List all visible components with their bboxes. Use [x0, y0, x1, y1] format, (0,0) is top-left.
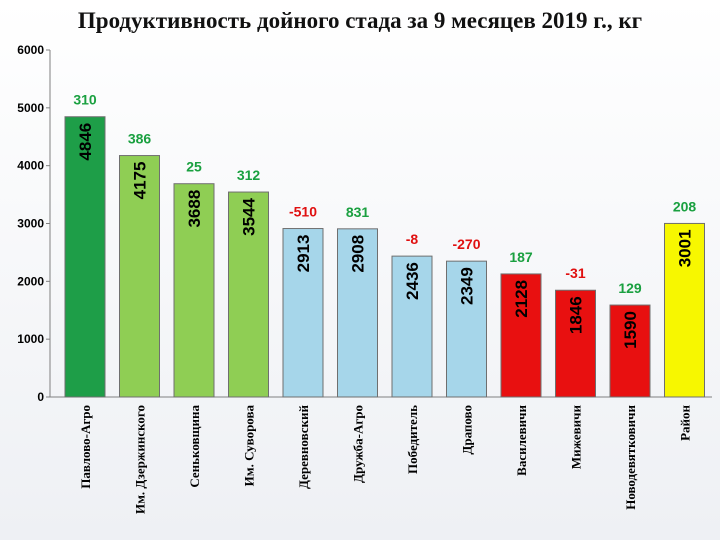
- bar: [173, 183, 215, 398]
- bar: [446, 260, 487, 398]
- change-label: -31: [565, 265, 585, 281]
- y-tick-label: 1000: [17, 332, 44, 346]
- category-label: Павлово-Агро: [78, 405, 93, 489]
- category-label: Деревновский: [296, 404, 311, 488]
- y-tick-label: 6000: [17, 43, 44, 57]
- bar: [500, 273, 542, 398]
- bar: [337, 228, 378, 398]
- change-label: 208: [673, 198, 697, 214]
- category-label: Сеньковщина: [187, 405, 202, 488]
- category-label: Им. Суворова: [242, 405, 257, 487]
- category-label: Драпово: [460, 405, 475, 455]
- y-tick-label: 0: [37, 390, 44, 404]
- bar: [664, 222, 705, 398]
- change-label: -510: [289, 204, 317, 220]
- category-label: Дружба-Агро: [351, 405, 366, 483]
- bar: [555, 289, 596, 398]
- value-label: 2349: [458, 267, 477, 305]
- value-label: 3688: [185, 190, 204, 228]
- value-label: 1846: [567, 296, 586, 334]
- change-label: 129: [618, 280, 642, 296]
- value-label: 4846: [76, 123, 95, 161]
- bar: [228, 191, 269, 398]
- bars: [64, 116, 705, 398]
- category-label: Им. Дзержинского: [133, 405, 148, 514]
- bar: [609, 304, 651, 398]
- value-label: 3001: [676, 229, 695, 267]
- change-label: 187: [509, 249, 533, 265]
- y-tick-label: 4000: [17, 159, 44, 173]
- value-label: 2436: [403, 262, 422, 300]
- change-label: 312: [237, 167, 261, 183]
- bar: [64, 116, 106, 398]
- chart-title: Продуктивность дойного стада за 9 месяце…: [77, 8, 643, 33]
- change-label: -8: [406, 231, 419, 247]
- change-label: -270: [452, 236, 480, 252]
- labels: 4846 310 Павлово-Агро 4175 386 Им. Дзержинско…: [73, 92, 696, 514]
- category-label: Новодевятковичи: [623, 405, 638, 510]
- value-label: 2913: [294, 235, 313, 273]
- axes: 0 1000 2000 3000 4000 5000 6000: [17, 43, 712, 404]
- change-label: 25: [186, 159, 202, 175]
- value-label: 3544: [240, 198, 259, 236]
- value-label: 4175: [131, 162, 150, 200]
- y-tick-label: 3000: [17, 217, 44, 231]
- category-label: Район: [678, 404, 693, 440]
- category-label: Победитель: [405, 405, 420, 474]
- y-tick-label: 2000: [17, 274, 44, 288]
- bar: [119, 155, 160, 398]
- value-label: 1590: [621, 311, 640, 349]
- category-label: Мижевичи: [569, 404, 584, 469]
- category-label: Василевичи: [514, 404, 529, 475]
- change-label: 310: [73, 92, 97, 108]
- value-label: 2128: [512, 280, 531, 318]
- change-label: 831: [346, 204, 370, 220]
- change-label: 386: [128, 131, 152, 147]
- y-tick-label: 5000: [17, 101, 44, 115]
- value-label: 2908: [349, 235, 368, 273]
- bar: [282, 228, 324, 398]
- bar: [391, 255, 433, 398]
